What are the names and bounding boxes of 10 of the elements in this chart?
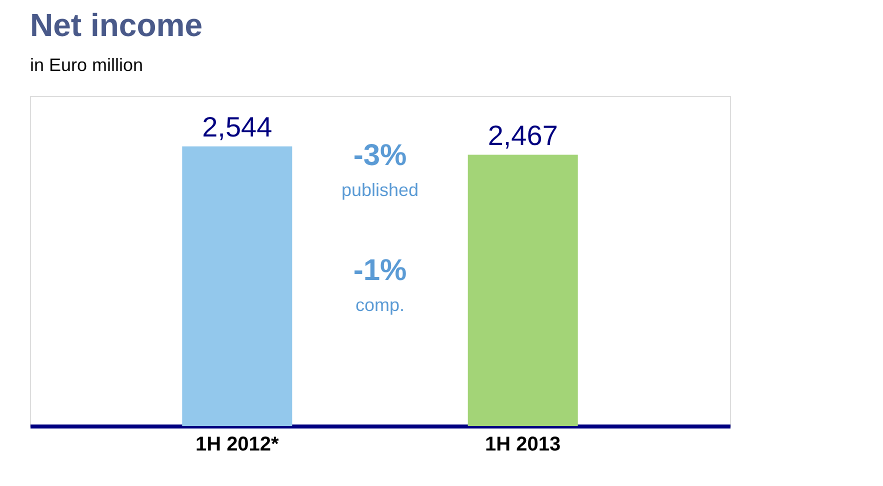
x-tick-label: 1H 2012* (195, 434, 280, 456)
annotation: -1% (353, 254, 407, 287)
data-label: 2,467 (488, 120, 558, 151)
annotation: -3% (353, 139, 407, 172)
annotation: comp. (355, 295, 405, 315)
chart-title: Net income (30, 7, 202, 43)
x-tick-label: 1H 2013 (485, 434, 561, 456)
annotation: published (341, 180, 419, 200)
data-label: 2,544 (202, 111, 272, 142)
chart-subtitle: in Euro million (30, 55, 144, 75)
